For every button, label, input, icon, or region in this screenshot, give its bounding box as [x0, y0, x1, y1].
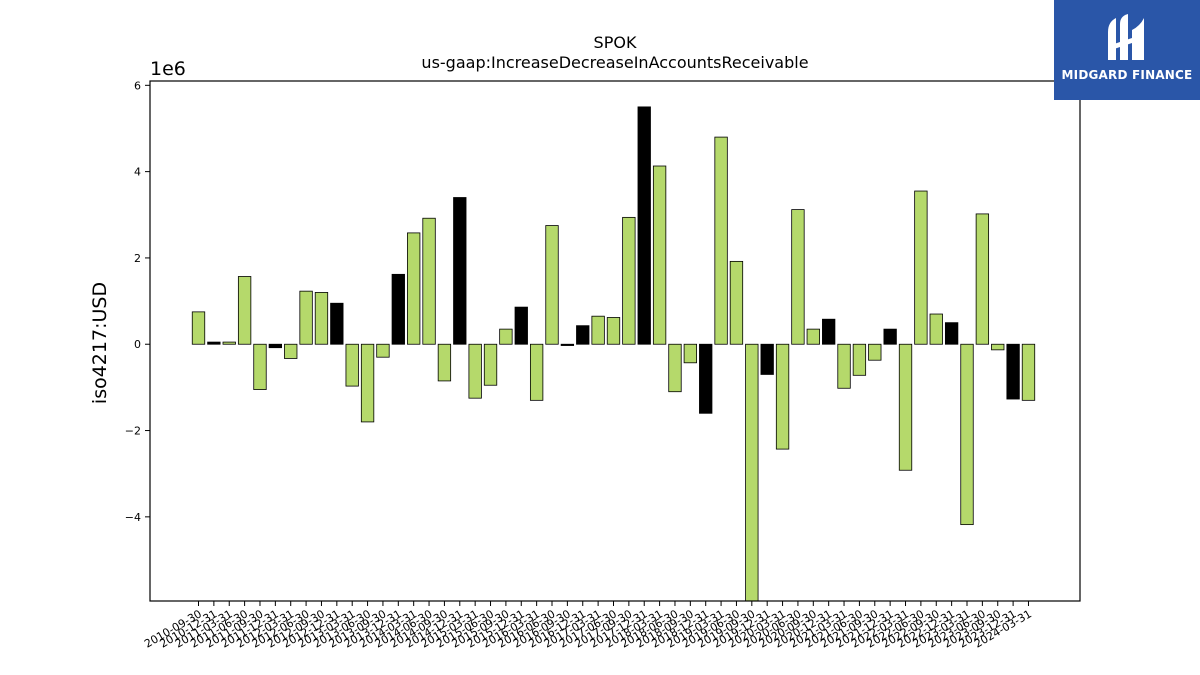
- bar-2013-03-31: [345, 343, 359, 387]
- chart-subtitle: us-gaap:IncreaseDecreaseInAccountsReceiv…: [421, 53, 808, 72]
- bar-2015-09-30: [499, 328, 513, 345]
- bar-2021-09-30: [868, 343, 882, 361]
- bar-2023-09-30: [991, 343, 1005, 351]
- bar-2017-12-31: [637, 106, 651, 345]
- bar-2013-09-30: [376, 343, 390, 358]
- bar-2022-12-31: [944, 322, 959, 345]
- bar-2011-06-30: [237, 276, 252, 345]
- bar-2012-03-31: [284, 343, 298, 359]
- bar-2011-12-31: [268, 343, 283, 349]
- y-axis-label: iso4217:USD: [89, 282, 111, 404]
- bar-2020-06-30: [791, 209, 805, 345]
- bar-2018-09-30: [683, 343, 697, 364]
- bar-2023-06-30: [975, 213, 990, 345]
- bar-2012-09-30: [314, 292, 329, 345]
- bar-2012-06-30: [299, 290, 313, 345]
- bar-2013-06-30: [360, 343, 375, 423]
- bar-2020-09-30: [806, 328, 820, 345]
- bar-2016-03-31: [529, 343, 544, 401]
- bar-2010-12-31: [207, 341, 221, 345]
- bar-2018-12-31: [699, 343, 713, 414]
- bar-2020-12-31: [822, 318, 836, 345]
- bar-2014-03-31: [407, 232, 421, 345]
- bar-2020-03-31: [775, 343, 790, 450]
- bar-2016-09-30: [560, 343, 575, 346]
- bar-2022-06-30: [914, 190, 928, 345]
- bar-2014-06-30: [422, 217, 436, 345]
- bar-2015-03-31: [468, 343, 482, 399]
- plot-frame: [149, 80, 1081, 602]
- bar-2015-12-31: [514, 306, 528, 345]
- y-tick-label: 0: [134, 338, 141, 351]
- y-tick-label: 6: [134, 79, 141, 92]
- bar-2022-03-31: [898, 343, 913, 471]
- bar-2017-06-30: [606, 317, 621, 345]
- bar-2023-03-31: [960, 343, 974, 526]
- bar-2019-06-30: [729, 260, 744, 345]
- bar-2018-03-31: [652, 165, 667, 345]
- bar-2011-09-30: [253, 343, 267, 390]
- bar-2021-06-30: [852, 343, 867, 376]
- bar-2014-09-30: [437, 343, 452, 382]
- bar-2010-09-30: [191, 311, 206, 345]
- bar-2014-12-31: [453, 197, 467, 345]
- midgard-logo-icon: [1108, 14, 1144, 60]
- y-tick-label: 4: [134, 166, 141, 179]
- bar-2013-12-31: [391, 273, 405, 345]
- y-tick-label: −4: [125, 511, 141, 524]
- bar-2018-06-30: [668, 343, 682, 393]
- bar-2016-06-30: [545, 225, 559, 345]
- y-tick-label: −2: [125, 425, 141, 438]
- y-tick-label: 2: [134, 252, 141, 265]
- bar-2017-03-31: [591, 315, 605, 345]
- bar-2024-03-31: [1021, 343, 1036, 401]
- bar-2016-12-31: [576, 325, 590, 345]
- bar-2015-06-30: [483, 343, 498, 386]
- bar-2019-09-30: [745, 343, 759, 602]
- bar-2023-12-31: [1006, 343, 1020, 400]
- bar-2019-03-31: [714, 136, 728, 345]
- bar-2021-03-31: [837, 343, 851, 389]
- y-scale-label: 1e6: [150, 58, 186, 80]
- bar-2017-09-30: [622, 216, 636, 345]
- midgard-finance-logo: MIDGARD FINANCE: [1054, 0, 1200, 100]
- logo-text: MIDGARD FINANCE: [1061, 68, 1193, 82]
- bar-2022-09-30: [929, 313, 943, 345]
- bar-2012-12-31: [330, 302, 344, 345]
- bar-2011-03-31: [222, 341, 236, 345]
- bar-2019-12-31: [760, 343, 774, 375]
- bar-2021-12-31: [883, 328, 897, 345]
- chart-title: SPOK: [594, 33, 637, 52]
